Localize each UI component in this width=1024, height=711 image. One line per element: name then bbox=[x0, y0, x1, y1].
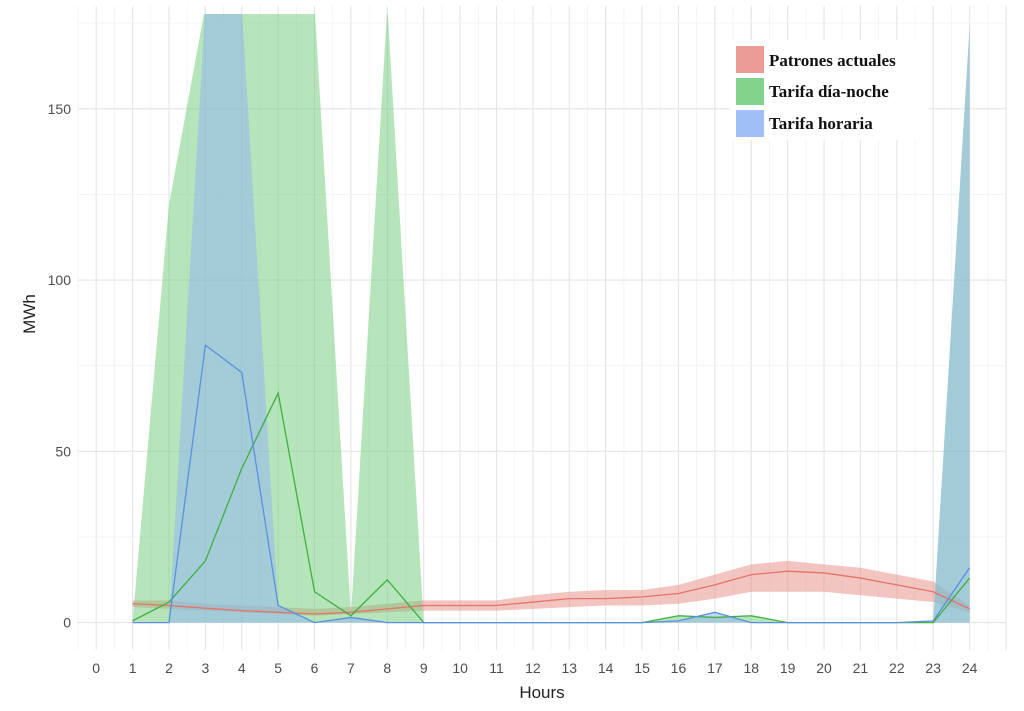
legend-label-tarifa-dia-noche: Tarifa día-noche bbox=[769, 82, 889, 101]
x-tick-label: 3 bbox=[201, 660, 209, 676]
legend-key-tarifa-dia-noche bbox=[736, 78, 764, 105]
x-tick-label: 0 bbox=[92, 660, 100, 676]
y-tick-label: 100 bbox=[48, 272, 72, 288]
legend-key-tarifa-horaria bbox=[736, 110, 764, 137]
x-tick-label: 16 bbox=[671, 660, 687, 676]
x-tick-label: 1 bbox=[129, 660, 137, 676]
x-tick-label: 5 bbox=[274, 660, 282, 676]
y-tick-label: 0 bbox=[63, 615, 71, 631]
line-patrones-actuales bbox=[132, 570, 970, 615]
y-axis-title: MWh bbox=[20, 294, 39, 334]
x-tick-label: 20 bbox=[816, 660, 832, 676]
x-tick-label: 22 bbox=[889, 660, 905, 676]
legend: Patrones actuales Tarifa día-noche Tarif… bbox=[730, 40, 928, 140]
x-axis-title: Hours bbox=[519, 683, 564, 702]
legend-key-patrones-actuales bbox=[736, 46, 764, 73]
y-tick-label: 50 bbox=[55, 443, 71, 459]
x-tick-label: 12 bbox=[525, 660, 541, 676]
x-tick-label: 6 bbox=[311, 660, 319, 676]
line-tarifa-horaria bbox=[132, 343, 971, 624]
x-tick-label: 24 bbox=[962, 660, 978, 676]
x-tick-labels: 0 1 2 3 4 5 6 7 8 9 10 11 12 13 14 15 16 17 18 19 20 21 22 23 24 bbox=[92, 660, 977, 676]
series-lines bbox=[132, 343, 971, 624]
x-tick-label: 19 bbox=[780, 660, 796, 676]
x-tick-label: 9 bbox=[420, 660, 428, 676]
legend-label-patrones-actuales: Patrones actuales bbox=[769, 51, 896, 70]
x-tick-label: 10 bbox=[452, 660, 468, 676]
x-tick-label: 23 bbox=[925, 660, 941, 676]
x-tick-label: 15 bbox=[634, 660, 650, 676]
legend-label-tarifa-horaria: Tarifa horaria bbox=[769, 114, 873, 133]
y-tick-label: 150 bbox=[48, 101, 72, 117]
x-tick-label: 13 bbox=[562, 660, 578, 676]
x-tick-label: 7 bbox=[347, 660, 355, 676]
x-tick-label: 18 bbox=[743, 660, 759, 676]
band-tarifa-horaria bbox=[132, 14, 970, 623]
band-patrones-actuales bbox=[132, 560, 970, 616]
y-tick-labels: 0 50 100 150 bbox=[48, 101, 72, 631]
band-tarifa-dia-noche bbox=[132, 14, 970, 623]
x-tick-label: 2 bbox=[165, 660, 173, 676]
confidence-bands bbox=[132, 14, 970, 623]
x-tick-label: 4 bbox=[238, 660, 246, 676]
x-tick-label: 8 bbox=[383, 660, 391, 676]
x-tick-label: 17 bbox=[707, 660, 723, 676]
x-tick-label: 11 bbox=[489, 660, 504, 676]
x-tick-label: 21 bbox=[853, 660, 869, 676]
x-tick-label: 14 bbox=[598, 660, 614, 676]
